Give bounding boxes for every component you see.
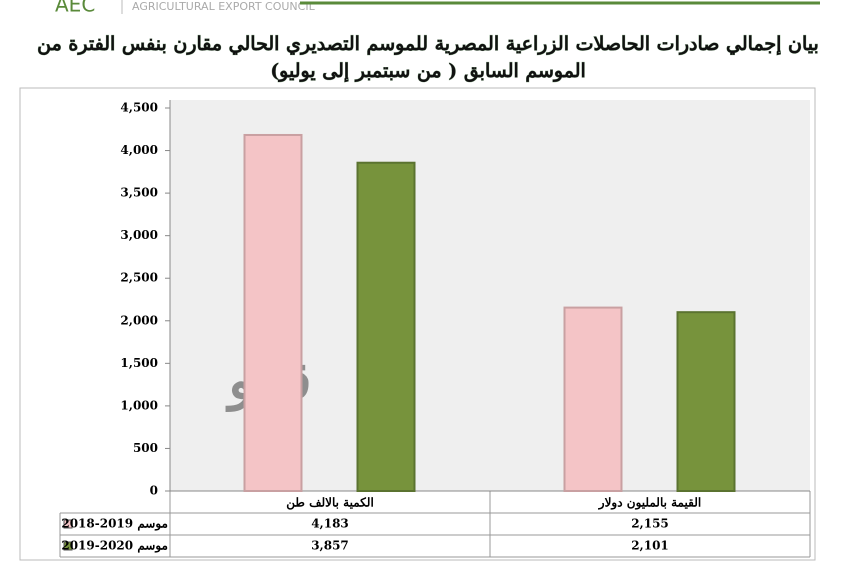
y-tick-label: 2,000: [120, 313, 158, 327]
y-tick-label: 4,000: [120, 143, 158, 157]
bar: [563, 306, 623, 492]
y-tick-label: 3,000: [120, 228, 158, 242]
legend-label: موسم 2019-2018: [61, 517, 168, 532]
legend-swatch: [63, 519, 73, 529]
legend-label: موسم 2020-2019: [61, 539, 168, 554]
table-value: 2,155: [631, 517, 669, 531]
bar: [243, 133, 303, 492]
bar: [356, 161, 416, 492]
organization: AGRICULTURAL EXPORT COUNCIL: [132, 0, 316, 13]
y-tick-label: 3,500: [120, 186, 158, 200]
bar: [676, 311, 736, 492]
table-value: 4,183: [311, 517, 349, 531]
table-value: 2,101: [631, 539, 669, 553]
x-tick-label: القيمة بالمليون دولار: [598, 496, 701, 511]
logo: AEC: [55, 0, 95, 17]
chart-frame: [19, 87, 816, 561]
legend-swatch: [63, 541, 73, 551]
chart-title: بيان إجمالي صادرات الحاصلات الزراعية الم…: [37, 33, 819, 56]
y-tick-label: 2,500: [120, 271, 158, 285]
y-tick-label: 0: [150, 484, 158, 498]
y-tick-label: 1,500: [120, 356, 158, 370]
y-tick-label: 500: [133, 441, 158, 455]
x-tick-label: الكمية بالالف طن: [286, 496, 374, 511]
table-value: 3,857: [311, 539, 349, 553]
y-tick-label: 1,000: [120, 398, 158, 412]
data-table: [59, 491, 811, 558]
y-tick-label: 4,500: [120, 101, 158, 115]
chart-title: الموسم السابق ( من سبتمبر إلى يوليو): [270, 60, 586, 83]
